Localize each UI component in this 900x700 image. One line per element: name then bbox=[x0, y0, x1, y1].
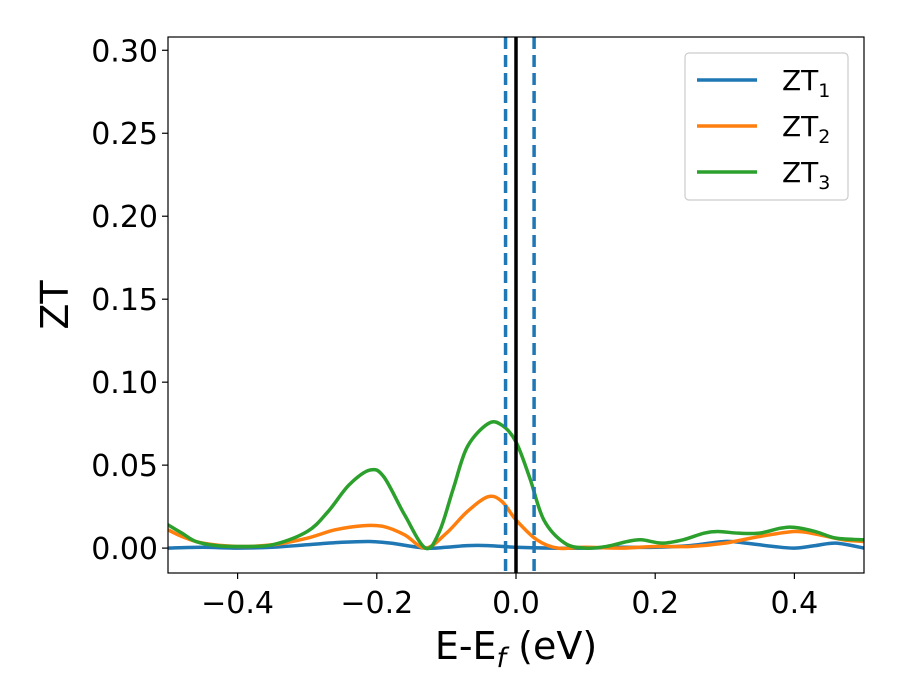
y-tick-label: 0.25 bbox=[91, 117, 158, 152]
plot-area bbox=[168, 37, 864, 573]
ticks-layer: −0.4 −0.2 0.0 0.2 0.4 0.00 0.05 0.10 0.15 0.20 0.2… bbox=[91, 34, 818, 621]
legend-label-zt1: ZT1 bbox=[782, 64, 830, 102]
legend-box bbox=[684, 52, 849, 201]
y-tick-label: 0.20 bbox=[91, 200, 158, 235]
x-tick-label: −0.2 bbox=[340, 586, 413, 621]
x-axis-label-suffix: (eV) bbox=[506, 624, 597, 668]
y-tick-label: 0.15 bbox=[91, 283, 158, 318]
y-tick-label: 0.05 bbox=[91, 449, 158, 484]
plot-frame bbox=[167, 36, 865, 574]
y-tick-label: 0.00 bbox=[91, 532, 158, 567]
x-axis-label-main: E-E bbox=[435, 624, 497, 668]
x-tick-label: −0.4 bbox=[201, 586, 274, 621]
y-axis-label: ZT bbox=[33, 280, 77, 330]
x-tick-label: 0.2 bbox=[631, 586, 679, 621]
y-tick-label: 0.10 bbox=[91, 366, 158, 401]
y-tick-label: 0.30 bbox=[91, 34, 158, 69]
series-line-zt2 bbox=[168, 494, 864, 551]
x-axis-label: E-Ef (eV) bbox=[435, 624, 597, 674]
x-tick-label: 0.4 bbox=[771, 586, 819, 621]
legend-label-zt2: ZT2 bbox=[782, 110, 830, 148]
legend-label-zt3: ZT3 bbox=[782, 156, 830, 194]
x-tick-label: 0.0 bbox=[492, 586, 540, 621]
legend: ZT1 ZT2 ZT3 bbox=[684, 52, 849, 201]
